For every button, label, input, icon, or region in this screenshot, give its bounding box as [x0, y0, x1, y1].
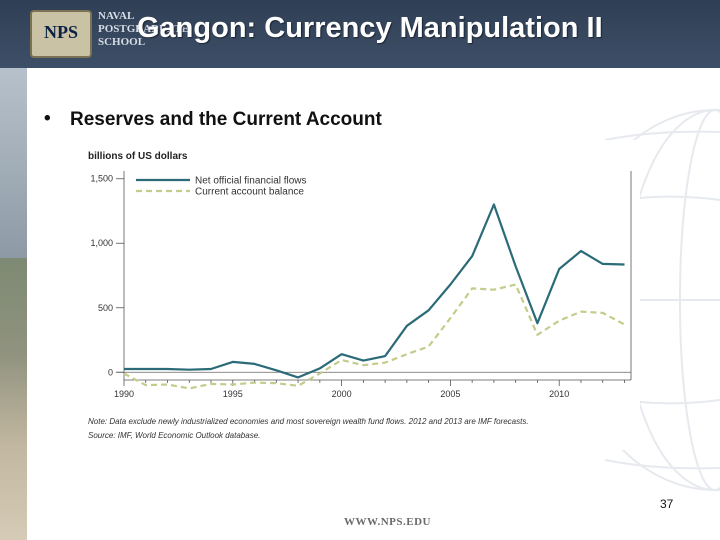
logo-wordmark: NAVAL POSTGRADUATE SCHOOL	[98, 10, 189, 49]
series-line-net-official-flows	[124, 203, 625, 379]
school-logo: NPS NAVAL POSTGRADUATE SCHOOL	[30, 8, 190, 60]
bullet-marker: •	[44, 108, 51, 129]
unit-label: billions of US dollars	[88, 151, 188, 162]
logo-seal-text: NPS	[43, 22, 78, 42]
y-tick-label: 1,500	[90, 174, 113, 184]
page-number: 37	[660, 497, 674, 511]
x-tick-label: 1995	[223, 389, 243, 399]
logo-word: POSTGRADUATE	[98, 23, 189, 35]
logo-word: NAVAL	[98, 10, 135, 22]
x-tick-label: 2000	[332, 389, 352, 399]
x-tick-label: 2005	[440, 389, 460, 399]
y-tick-label: 0	[108, 367, 113, 377]
page-title: Gangon: Currency Manipulation II	[137, 12, 603, 44]
chart: billions of US dollars 1,500 1,000 500 0 1990…	[80, 140, 640, 450]
header-bar: NPS NAVAL POSTGRADUATE SCHOOL Gangon: Cu…	[0, 0, 720, 68]
y-tick-label: 500	[98, 303, 113, 313]
footer-url: WWW.NPS.EDU	[344, 516, 431, 528]
bullet-text: Reserves and the Current Account	[70, 109, 382, 130]
chart-source: Source: IMF, World Economic Outlook data…	[88, 431, 260, 440]
campus-photo-sky	[0, 68, 27, 258]
legend-label: Net official financial flows	[195, 176, 307, 187]
y-tick-label: 1,000	[90, 238, 113, 248]
chart-note: Note: Data exclude newly industrialized …	[88, 417, 529, 426]
nps-seal-icon: NPS	[30, 10, 92, 58]
x-tick-label: 1990	[114, 389, 134, 399]
legend-label: Current account balance	[195, 187, 304, 198]
x-tick-label: 2010	[549, 389, 569, 399]
series-line-current-account	[123, 283, 626, 390]
chart-svg: billions of US dollars 1,500 1,000 500 0 1990…	[88, 151, 632, 440]
logo-word: SCHOOL	[98, 36, 146, 48]
